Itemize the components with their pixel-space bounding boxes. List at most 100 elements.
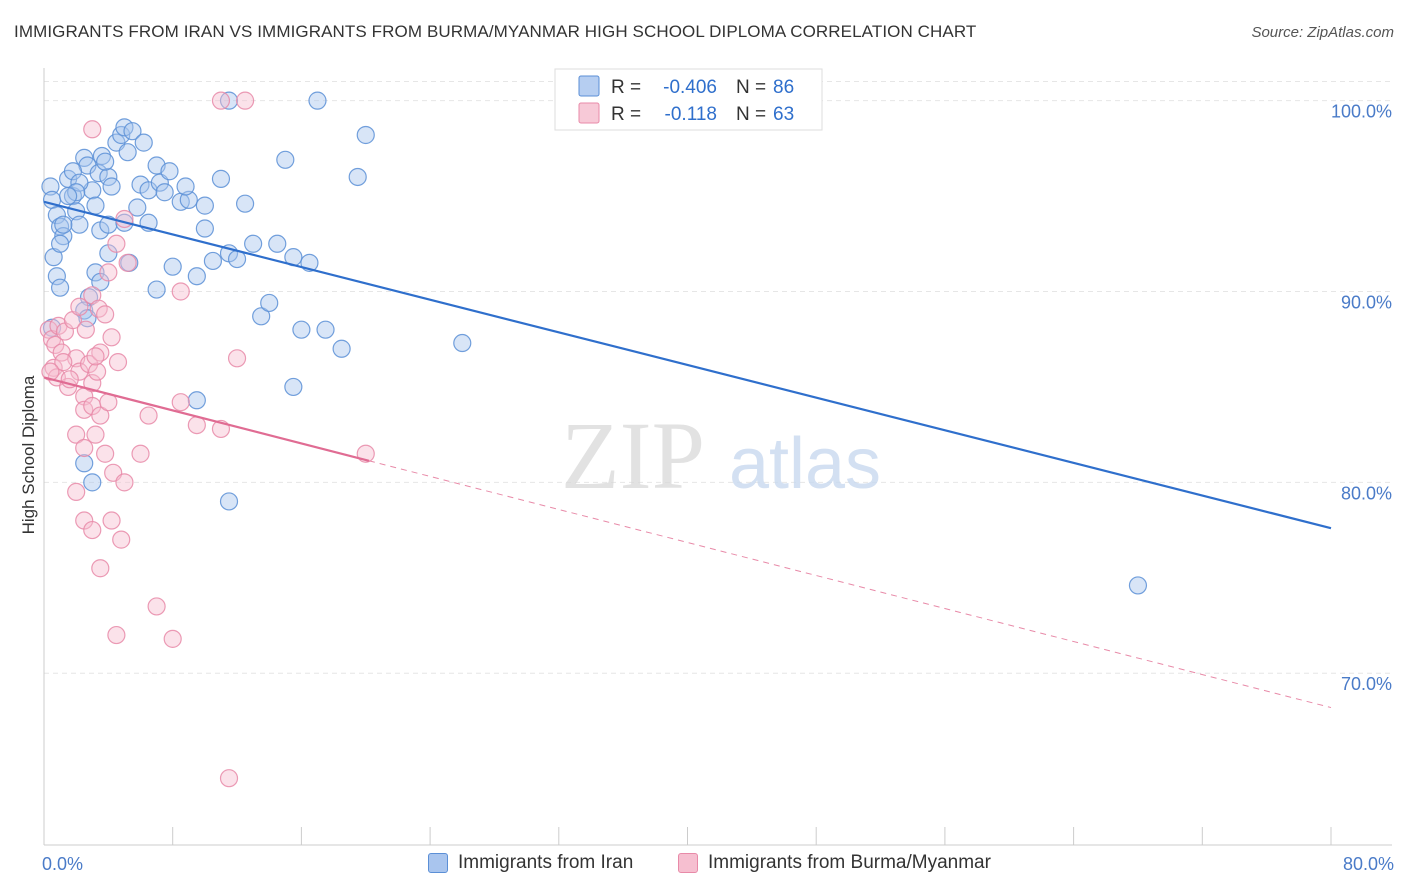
- legend-r-value-burma: -0.118: [665, 104, 717, 125]
- data-point-burma: [96, 305, 115, 324]
- source-label: Source: ZipAtlas.com: [1251, 24, 1394, 41]
- data-point-iran: [292, 320, 311, 339]
- data-point-iran: [118, 143, 137, 162]
- data-point-burma: [83, 520, 102, 540]
- data-point-iran: [316, 320, 335, 339]
- data-point-iran: [348, 167, 367, 187]
- data-point-burma: [96, 444, 115, 463]
- data-point-iran: [276, 150, 295, 169]
- data-point-iran: [54, 215, 73, 234]
- legend-r-label-iran: R =: [611, 77, 641, 98]
- legend-top-swatch-iran: [578, 75, 600, 97]
- data-point-burma: [70, 297, 89, 316]
- data-point-iran: [99, 167, 118, 187]
- data-point-iran: [235, 194, 255, 213]
- data-point-iran: [163, 257, 182, 276]
- data-point-iran: [195, 196, 214, 215]
- y-tick-label: 70.0%: [1341, 674, 1392, 694]
- trend-layer: [43, 200, 1332, 709]
- data-point-burma: [70, 362, 89, 381]
- data-point-burma: [83, 120, 102, 139]
- data-point-burma: [115, 473, 134, 492]
- data-point-burma: [163, 629, 182, 648]
- data-point-iran: [41, 177, 60, 196]
- trend-line-burma: [43, 376, 370, 462]
- data-point-burma: [39, 320, 58, 339]
- data-point-iran: [59, 186, 78, 206]
- data-point-iran: [102, 177, 121, 196]
- data-point-burma: [115, 209, 134, 229]
- legend-n-value-iran: 86: [773, 77, 794, 98]
- data-point-burma: [87, 362, 107, 381]
- legend-label-burma: Immigrants from Burma/Myanmar: [708, 852, 991, 873]
- data-point-iran: [179, 190, 198, 209]
- watermark-zip: ZIP: [561, 402, 705, 509]
- data-point-burma: [102, 511, 121, 530]
- data-point-burma: [171, 282, 190, 301]
- data-point-burma: [118, 253, 137, 272]
- legend-label-iran: Immigrants from Iran: [458, 852, 634, 873]
- y-axis-label: High School Diploma: [19, 375, 38, 534]
- legend-n-label-burma: N =: [736, 104, 766, 125]
- data-point-iran: [86, 263, 105, 282]
- data-point-iran: [123, 122, 142, 141]
- data-point-iran: [176, 177, 195, 196]
- data-point-iran: [47, 267, 66, 286]
- y-tick-label: 90.0%: [1341, 292, 1392, 312]
- data-point-iran: [47, 206, 66, 225]
- data-point-iran: [96, 152, 115, 171]
- data-point-burma: [46, 335, 65, 355]
- data-point-iran: [453, 333, 472, 353]
- legend-top: R = -0.406 N = 86 R = -0.118 N = 63: [554, 68, 823, 131]
- data-point-iran: [134, 133, 153, 152]
- points-layer: [39, 91, 1148, 788]
- data-point-iran: [63, 162, 83, 181]
- data-point-burma: [211, 91, 231, 110]
- watermark: ZIP atlas: [561, 402, 881, 509]
- data-point-iran: [70, 215, 89, 234]
- data-point-iran: [99, 215, 118, 234]
- data-point-burma: [86, 425, 105, 444]
- data-point-iran: [211, 169, 231, 188]
- data-point-iran: [89, 164, 108, 183]
- legend-swatch-iran: [428, 853, 448, 873]
- legend-item-iran[interactable]: Immigrants from Iran: [428, 852, 633, 874]
- grid-layer: [44, 81, 1392, 674]
- data-point-iran: [187, 267, 206, 286]
- data-point-iran: [332, 339, 351, 358]
- legend-swatch-burma: [678, 853, 698, 873]
- legend-item-burma[interactable]: Immigrants from Burma/Myanmar: [678, 852, 991, 874]
- data-point-burma: [235, 91, 255, 110]
- data-point-burma: [147, 597, 166, 616]
- legend-r-label-burma: R =: [611, 104, 641, 125]
- data-point-iran: [50, 234, 70, 253]
- data-point-iran: [308, 91, 327, 110]
- legend-top-swatch-burma: [578, 102, 600, 124]
- data-point-iran: [147, 280, 166, 299]
- data-point-burma: [86, 347, 105, 366]
- data-point-iran: [86, 196, 105, 215]
- legend-n-value-burma: 63: [773, 104, 794, 125]
- watermark-atlas: atlas: [729, 424, 881, 504]
- data-point-iran: [75, 454, 94, 473]
- data-point-burma: [54, 353, 73, 372]
- series-burma-points: [39, 91, 375, 788]
- axis-layer: 70.0% 80.0% 90.0% 100.0% 0.0% 80.0%: [42, 68, 1394, 874]
- data-point-burma: [83, 374, 102, 393]
- data-point-burma: [108, 353, 128, 372]
- trend-line-iran: [43, 200, 1332, 530]
- data-point-iran: [252, 307, 271, 326]
- data-point-burma: [75, 438, 94, 458]
- data-point-burma: [171, 393, 190, 412]
- y-tick-label: 80.0%: [1341, 483, 1392, 503]
- data-point-burma: [131, 444, 150, 463]
- trend-line-burma-extension: [368, 460, 1332, 709]
- y-tick-label: 100.0%: [1331, 102, 1392, 122]
- x-tick-label-min: 0.0%: [42, 854, 83, 874]
- data-point-burma: [67, 425, 86, 444]
- legend-r-value-iran: -0.406: [663, 77, 717, 98]
- data-point-burma: [107, 625, 126, 645]
- data-point-burma: [67, 482, 86, 502]
- y-axis-label-group: High School Diploma: [19, 375, 38, 534]
